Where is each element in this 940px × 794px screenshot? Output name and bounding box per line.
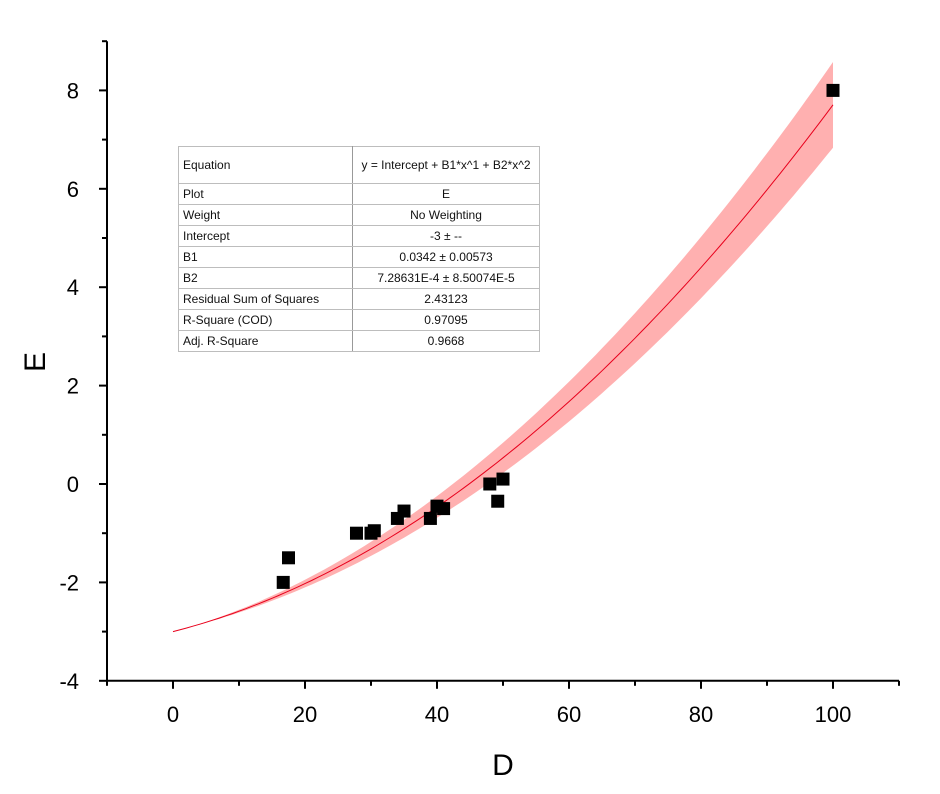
data-point xyxy=(367,524,381,538)
fit-results-row: Plot E xyxy=(178,183,540,205)
x-tick-label: 60 xyxy=(557,702,581,727)
fit-results-key: B1 xyxy=(178,246,353,268)
data-point xyxy=(826,83,840,97)
y-tick-label: -2 xyxy=(59,570,79,595)
fit-results-value: 7.28631E-4 ± 8.50074E-5 xyxy=(352,267,540,289)
y-tick-label: -4 xyxy=(59,669,79,694)
x-tick-label: 100 xyxy=(815,702,852,727)
fit-results-row: Residual Sum of Squares 2.43123 xyxy=(178,288,540,310)
data-point xyxy=(491,494,505,508)
fit-results-row: B2 7.28631E-4 ± 8.50074E-5 xyxy=(178,267,540,289)
fit-results-value: 2.43123 xyxy=(352,288,540,310)
data-point xyxy=(496,472,510,486)
y-tick-label: 0 xyxy=(67,472,79,497)
data-point xyxy=(349,526,363,540)
x-tick-label: 20 xyxy=(293,702,317,727)
data-points-layer xyxy=(276,83,840,589)
axes: 0 20 40 60 80 100 -4 -2 0 2 4 6 8 xyxy=(59,40,900,727)
fit-results-value: No Weighting xyxy=(352,204,540,226)
fit-results-row: Weight No Weighting xyxy=(178,204,540,226)
fit-results-key: Residual Sum of Squares xyxy=(178,288,353,310)
y-tick-label: 2 xyxy=(67,374,79,399)
x-axis-title: D xyxy=(492,749,514,782)
x-tick-label: 80 xyxy=(689,702,713,727)
data-point xyxy=(282,551,295,565)
y-tick-label: 8 xyxy=(67,78,79,103)
fit-results-value: -3 ± -- xyxy=(352,225,540,247)
data-point xyxy=(276,575,290,589)
y-tick-label: 4 xyxy=(67,275,79,300)
fit-results-key: Equation xyxy=(178,146,353,184)
x-tick-label: 0 xyxy=(167,702,179,727)
data-point xyxy=(423,511,437,525)
fit-results-row: Equation y = Intercept + B1*x^1 + B2*x^2 xyxy=(178,146,540,184)
data-point xyxy=(437,502,451,516)
fit-results-value: 0.97095 xyxy=(352,309,540,331)
fit-line-layer xyxy=(172,104,834,633)
fit-curve xyxy=(172,104,834,633)
fit-results-value: 0.0342 ± 0.00573 xyxy=(352,246,540,268)
fit-results-row: B1 0.0342 ± 0.00573 xyxy=(178,246,540,268)
y-tick-label: 6 xyxy=(67,177,79,202)
data-point xyxy=(397,504,411,518)
x-tick-label: 40 xyxy=(425,702,449,727)
fit-results-key: Weight xyxy=(178,204,353,226)
fit-results-value: y = Intercept + B1*x^1 + B2*x^2 xyxy=(352,146,540,184)
fit-results-table: Equation y = Intercept + B1*x^1 + B2*x^2 P… xyxy=(178,146,540,352)
fit-results-row: Adj. R-Square 0.9668 xyxy=(178,330,540,352)
data-point xyxy=(483,477,497,491)
fit-results-row: Intercept -3 ± -- xyxy=(178,225,540,247)
fit-results-key: Adj. R-Square xyxy=(178,330,353,352)
fit-results-key: B2 xyxy=(178,267,353,289)
fit-results-row: R-Square (COD) 0.97095 xyxy=(178,309,540,331)
y-axis-title: E xyxy=(19,352,52,372)
fit-results-key: R-Square (COD) xyxy=(178,309,353,331)
fit-results-value: 0.9668 xyxy=(352,330,540,352)
fit-results-value: E xyxy=(352,183,540,205)
fit-results-key: Plot xyxy=(178,183,353,205)
fit-results-key: Intercept xyxy=(178,225,353,247)
